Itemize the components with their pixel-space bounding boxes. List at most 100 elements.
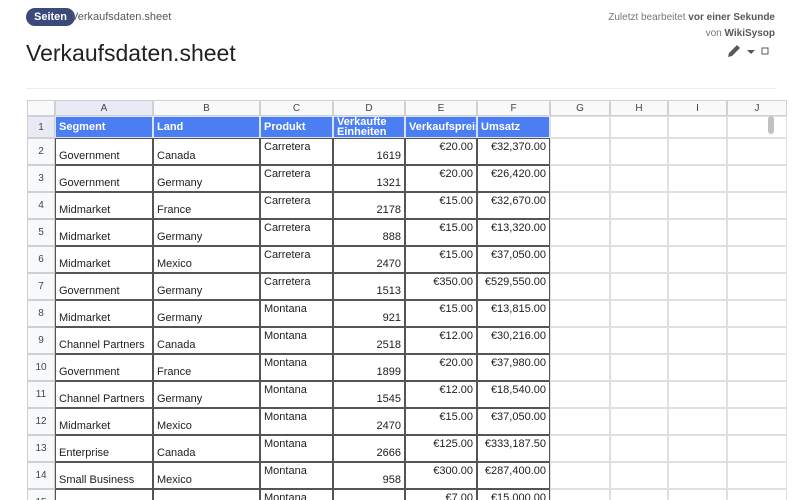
cell[interactable] xyxy=(550,219,610,246)
cell[interactable] xyxy=(610,408,668,435)
cell[interactable] xyxy=(727,408,787,435)
cell[interactable]: Carretera xyxy=(260,138,333,165)
cell[interactable] xyxy=(668,354,727,381)
cell[interactable] xyxy=(610,219,668,246)
cell[interactable]: €12.00 xyxy=(405,381,477,408)
cell[interactable] xyxy=(550,246,610,273)
cell[interactable]: Midmarket xyxy=(55,192,153,219)
cell[interactable]: Montana xyxy=(260,435,333,462)
cell[interactable]: Mexico xyxy=(153,408,260,435)
cell[interactable] xyxy=(610,327,668,354)
row-header[interactable]: 11 xyxy=(27,381,55,408)
column-header[interactable]: E xyxy=(405,100,477,116)
cell[interactable] xyxy=(727,462,787,489)
cell[interactable]: Midmarket xyxy=(55,408,153,435)
dropdown-icon[interactable] xyxy=(747,50,755,54)
scrollbar[interactable] xyxy=(768,116,774,134)
row-header[interactable]: 8 xyxy=(27,300,55,327)
cell[interactable]: Canada xyxy=(153,435,260,462)
edited-time[interactable]: vor einer Sekunde xyxy=(688,12,775,23)
cell[interactable] xyxy=(610,116,668,138)
cell[interactable]: €37,050.00 xyxy=(477,408,550,435)
cell[interactable] xyxy=(550,138,610,165)
breadcrumb[interactable]: Verkaufsdaten.sheet xyxy=(71,11,172,23)
cell[interactable]: Germany xyxy=(153,300,260,327)
cell[interactable]: €12.00 xyxy=(405,327,477,354)
cell[interactable]: €15.00 xyxy=(405,219,477,246)
cell[interactable]: €20.00 xyxy=(405,138,477,165)
cell[interactable] xyxy=(727,300,787,327)
cell[interactable] xyxy=(727,116,787,138)
cell[interactable]: €7.00 xyxy=(405,489,477,500)
row-header[interactable]: 9 xyxy=(27,327,55,354)
cell[interactable]: €13,320.00 xyxy=(477,219,550,246)
column-header[interactable]: D xyxy=(333,100,405,116)
cell[interactable] xyxy=(610,489,668,500)
cell[interactable]: Montana xyxy=(260,462,333,489)
cell[interactable] xyxy=(610,300,668,327)
cell[interactable]: Canada xyxy=(153,327,260,354)
cell[interactable] xyxy=(727,354,787,381)
cell[interactable] xyxy=(550,165,610,192)
cell[interactable] xyxy=(727,327,787,354)
row-header[interactable]: 14 xyxy=(27,462,55,489)
cell[interactable] xyxy=(550,192,610,219)
cell[interactable]: €18,540.00 xyxy=(477,381,550,408)
row-header[interactable]: 15 xyxy=(27,489,55,500)
cell[interactable] xyxy=(727,192,787,219)
cell[interactable] xyxy=(610,246,668,273)
cell[interactable]: Germany xyxy=(153,381,260,408)
cell[interactable]: Channel Partners xyxy=(55,381,153,408)
row-header[interactable]: 2 xyxy=(27,138,55,165)
cell[interactable] xyxy=(668,273,727,300)
cell[interactable]: €20.00 xyxy=(405,165,477,192)
cell[interactable]: Government xyxy=(55,273,153,300)
cell[interactable] xyxy=(550,116,610,138)
header-cell[interactable]: Produkt xyxy=(260,116,333,138)
cell[interactable] xyxy=(668,300,727,327)
cell[interactable] xyxy=(610,273,668,300)
cell[interactable]: 1513 xyxy=(333,273,405,300)
header-cell[interactable]: Verkaufte Einheiten xyxy=(333,116,405,138)
cell[interactable] xyxy=(153,489,260,500)
cell[interactable] xyxy=(55,489,153,500)
cell[interactable]: Government xyxy=(55,354,153,381)
fullscreen-icon[interactable] xyxy=(761,47,769,55)
cell[interactable]: Carretera xyxy=(260,273,333,300)
cell[interactable]: 2518 xyxy=(333,327,405,354)
column-header[interactable]: F xyxy=(477,100,550,116)
header-cell[interactable]: Verkaufspreis xyxy=(405,116,477,138)
column-header[interactable]: C xyxy=(260,100,333,116)
cell[interactable] xyxy=(550,435,610,462)
cell[interactable]: Channel Partners xyxy=(55,327,153,354)
cell[interactable]: Montana xyxy=(260,300,333,327)
cell[interactable]: €350.00 xyxy=(405,273,477,300)
cell[interactable]: €300.00 xyxy=(405,462,477,489)
cell[interactable]: 1545 xyxy=(333,381,405,408)
cell[interactable]: €287,400.00 xyxy=(477,462,550,489)
row-header[interactable]: 7 xyxy=(27,273,55,300)
cell[interactable] xyxy=(668,489,727,500)
cell[interactable] xyxy=(668,138,727,165)
cell[interactable]: Small Business xyxy=(55,462,153,489)
cell[interactable] xyxy=(550,273,610,300)
cell[interactable] xyxy=(610,354,668,381)
cell[interactable]: Germany xyxy=(153,219,260,246)
column-header[interactable]: A xyxy=(55,100,153,116)
edit-icon[interactable] xyxy=(728,45,740,57)
column-header[interactable]: I xyxy=(668,100,727,116)
cell[interactable] xyxy=(727,381,787,408)
cell[interactable]: €37,980.00 xyxy=(477,354,550,381)
cell[interactable]: €20.00 xyxy=(405,354,477,381)
cell[interactable]: Carretera xyxy=(260,165,333,192)
cell[interactable]: Government xyxy=(55,165,153,192)
row-header[interactable]: 10 xyxy=(27,354,55,381)
cell[interactable]: Midmarket xyxy=(55,300,153,327)
cell[interactable]: €15.00 xyxy=(405,300,477,327)
cell[interactable] xyxy=(333,489,405,500)
cell[interactable] xyxy=(668,192,727,219)
cell[interactable] xyxy=(550,354,610,381)
cell[interactable]: €333,187.50 xyxy=(477,435,550,462)
cell[interactable] xyxy=(550,300,610,327)
row-header[interactable]: 13 xyxy=(27,435,55,462)
